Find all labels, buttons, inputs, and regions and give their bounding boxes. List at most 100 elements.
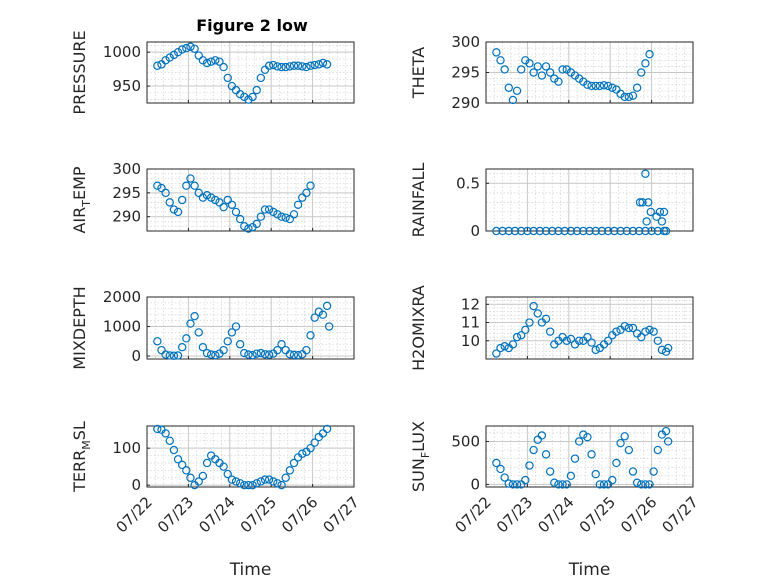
data-point: [219, 202, 228, 212]
data-point: [223, 337, 232, 346]
data-point: [206, 57, 216, 66]
data-point: [277, 340, 286, 349]
y-tick-label: 11: [461, 314, 480, 332]
data-point: [223, 195, 232, 205]
data-point: [264, 475, 274, 484]
data-point: [244, 224, 253, 233]
data-point: [624, 445, 634, 455]
data-point: [318, 429, 328, 438]
figure-title: Figure 2 low: [196, 16, 308, 35]
data-point: [190, 311, 199, 321]
data-point: [223, 469, 232, 479]
axes-box: [146, 168, 355, 232]
data-point: [566, 226, 576, 236]
data-point: [533, 62, 542, 71]
data-point: [153, 181, 162, 190]
data-point: [637, 68, 646, 77]
data-point: [603, 226, 613, 236]
data-point: [500, 473, 509, 482]
data-point: [579, 430, 588, 439]
data-point: [638, 198, 647, 207]
data-point: [198, 471, 208, 481]
data-point: [635, 198, 645, 207]
y-axis-label: RAINFALL: [409, 163, 428, 238]
data-point: [628, 226, 638, 236]
data-point: [194, 188, 203, 198]
data-point: [554, 226, 563, 236]
data-point: [322, 60, 332, 69]
y-tick-label: 290: [451, 94, 480, 112]
data-point: [306, 443, 315, 453]
data-point: [182, 43, 191, 53]
data-point: [661, 226, 671, 236]
data-point: [535, 226, 545, 236]
y-tick-label: 12: [461, 295, 480, 313]
data-point: [310, 60, 319, 70]
data-point: [273, 345, 282, 355]
data-point: [516, 65, 526, 74]
data-point: [525, 59, 534, 68]
data-point: [264, 205, 274, 214]
y-tick-label: 950: [112, 77, 141, 95]
data-point: [252, 219, 261, 229]
data-point: [161, 56, 170, 65]
data-point: [260, 205, 270, 214]
data-point: [562, 480, 571, 489]
data-point: [289, 458, 299, 468]
data-point: [587, 81, 596, 91]
data-point: [610, 226, 619, 236]
y-tick-label: 0: [131, 476, 141, 494]
y-tick-label: 295: [451, 64, 480, 82]
data-point: [219, 345, 228, 355]
data-point: [169, 351, 179, 360]
axes-frame: [485, 425, 694, 488]
y-axis-label: THETA: [409, 47, 428, 99]
subplot-air_temp: 290 295 300 AIRTEMP: [70, 160, 355, 234]
y-tick-label: 10: [461, 332, 480, 350]
data-point: [227, 328, 237, 337]
data-point: [500, 342, 509, 351]
data-point: [161, 429, 170, 438]
data-point: [182, 334, 191, 343]
data-point: [240, 480, 249, 490]
data-point: [157, 345, 166, 355]
data-point: [322, 424, 332, 434]
data-point: [219, 462, 228, 471]
data-point: [599, 480, 609, 489]
data-point: [202, 191, 212, 200]
data-point: [525, 461, 534, 470]
data-point: [620, 432, 629, 441]
data-point: [248, 480, 257, 490]
data-point: [240, 92, 249, 102]
data-point: [554, 77, 563, 86]
data-point: [508, 95, 518, 105]
data-point: [545, 467, 555, 476]
data-point: [624, 323, 634, 333]
data-point: [529, 226, 538, 236]
data-point: [599, 81, 609, 90]
data-point: [529, 445, 538, 455]
data-point: [537, 431, 547, 440]
data-point: [264, 61, 274, 70]
data-point: [574, 336, 584, 345]
data-point: [289, 61, 299, 70]
x-axis-label: Time: [229, 560, 272, 580]
data-point: [645, 50, 654, 59]
data-point: [622, 226, 631, 236]
data-point: [632, 478, 642, 487]
data-point: [500, 65, 509, 74]
y-axis-label: SUNFLUX: [409, 421, 432, 492]
axes-frame: [485, 296, 694, 360]
data-point: [314, 60, 324, 69]
data-point: [194, 477, 203, 486]
data-point: [306, 331, 315, 340]
data-point: [603, 81, 613, 91]
data-point: [632, 83, 642, 92]
data-point: [649, 467, 658, 476]
data-point: [285, 62, 295, 71]
y-tick-label: 0: [470, 222, 480, 240]
data-point: [211, 350, 220, 360]
data-point: [653, 445, 663, 455]
data-point: [533, 309, 542, 318]
data-point: [206, 193, 216, 202]
